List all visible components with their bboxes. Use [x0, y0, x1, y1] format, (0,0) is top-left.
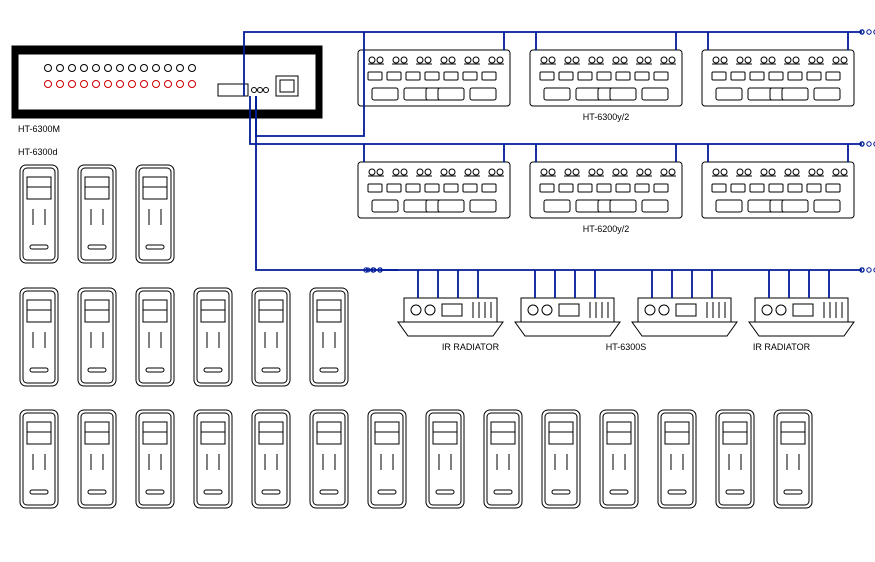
distribution-label-0: HT-6300y/2 [583, 112, 630, 122]
distribution-label-1: HT-6200y/2 [583, 224, 630, 234]
system-wiring-diagram: HT-6300M HT-6300y/2 HT-6200y/2 IR RADIATOR H… [0, 0, 875, 562]
radiator-label-right: IR RADIATOR [753, 342, 811, 352]
distribution-row-1: HT-6200y/2 [358, 162, 854, 234]
transmitter-label: HT-6300S [606, 342, 647, 352]
radiator-label-left: IR RADIATOR [442, 342, 500, 352]
radiator-row: IR RADIATOR HT-6300S IR RADIATOR [398, 298, 854, 352]
main-unit: HT-6300M [12, 46, 322, 134]
main-unit-label: HT-6300M [18, 124, 60, 134]
receiver-label: HT-6300d [18, 147, 58, 157]
distribution-row-0: HT-6300y/2 [358, 50, 854, 122]
